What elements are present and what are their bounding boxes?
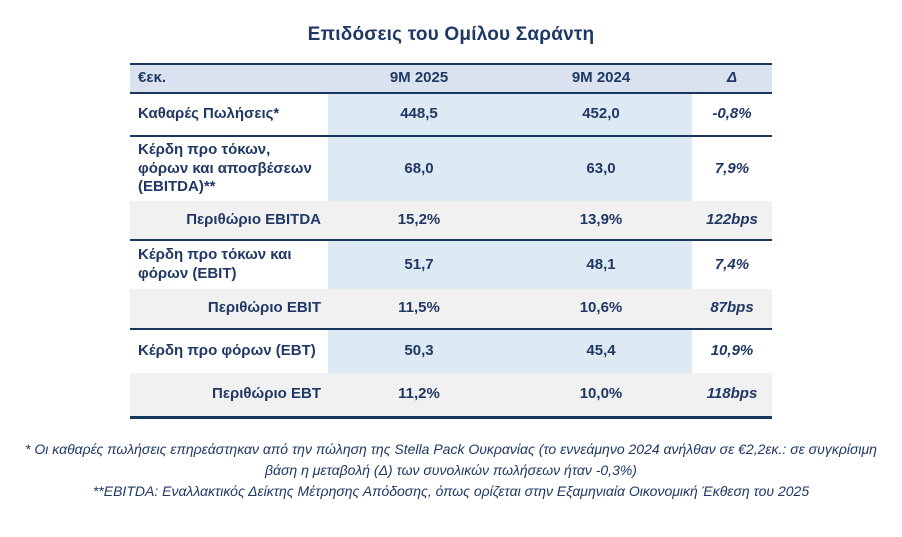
value-9m-2025: 11,2% xyxy=(398,385,440,403)
value-9m-2024: 13,9% xyxy=(579,210,623,228)
header-9m-2024: 9M 2024 xyxy=(571,69,631,86)
value-9m-2024: 63,0 xyxy=(510,136,692,201)
delta-value: 7,9% xyxy=(714,159,750,177)
row-label: Περιθώριο EBT xyxy=(212,385,321,403)
footnotes: * Οι καθαρές πωλήσεις επηρεάστηκαν από τ… xyxy=(20,439,882,502)
table-header-row: €εκ. 9M 2025 9M 2024 Δ xyxy=(130,65,772,94)
header-metric-unit: €εκ. xyxy=(138,69,166,86)
row-label: Κέρδη προ φόρων (EBT) xyxy=(138,342,316,360)
performance-table: €εκ. 9M 2025 9M 2024 Δ Καθαρές Πωλήσεις*… xyxy=(130,63,772,419)
table-row-net-sales: Καθαρές Πωλήσεις* 448,5 452,0 -0,8% xyxy=(130,93,772,137)
header-9m-2025: 9M 2025 xyxy=(389,69,449,86)
value-9m-2024: 452,0 xyxy=(510,93,692,135)
value-9m-2025: 11,5% xyxy=(398,299,440,317)
row-label: Περιθώριο EBIT xyxy=(207,299,321,317)
table-row-ebt: Κέρδη προ φόρων (EBT) 50,3 45,4 10,9% xyxy=(130,330,772,373)
value-9m-2025: 448,5 xyxy=(328,93,510,135)
delta-value: 118bps xyxy=(706,385,758,403)
delta-value: 10,9% xyxy=(710,342,754,360)
delta-value: 87bps xyxy=(710,299,754,317)
value-9m-2024: 10,6% xyxy=(579,299,623,317)
row-label: Κέρδη προ τόκων και φόρων (EBIT) xyxy=(138,246,292,282)
table-row-ebitda: Κέρδη προ τόκων, φόρων και αποσβέσεων (E… xyxy=(130,136,772,201)
footnote-ebitda-definition: **EBITDA: Εναλλακτικός Δείκτης Μέτρησης … xyxy=(92,483,810,499)
table-row-ebitda-margin: Περιθώριο EBITDA 15,2% 13,9% 122bps xyxy=(130,201,772,241)
value-9m-2024: 10,0% xyxy=(579,385,623,403)
value-9m-2024: 45,4 xyxy=(510,330,692,373)
row-label: Περιθώριο EBITDA xyxy=(186,210,321,228)
value-9m-2025: 68,0 xyxy=(328,136,510,201)
table-row-ebt-margin: Περιθώριο EBT 11,2% 10,0% 118bps xyxy=(130,373,772,416)
value-9m-2025: 15,2% xyxy=(397,210,441,228)
value-9m-2025: 51,7 xyxy=(328,241,510,289)
delta-value: 122bps xyxy=(706,210,758,228)
value-9m-2024: 48,1 xyxy=(510,241,692,289)
table-row-ebit: Κέρδη προ τόκων και φόρων (EBIT) 51,7 48… xyxy=(130,241,772,289)
table-row-ebit-margin: Περιθώριο EBIT 11,5% 10,6% 87bps xyxy=(130,289,772,330)
page: Επιδόσεις του Ομίλου Σαράντη €εκ. 9M 202… xyxy=(0,24,902,537)
value-9m-2025: 50,3 xyxy=(328,330,510,373)
row-label: Κέρδη προ τόκων, φόρων και αποσβέσεων (E… xyxy=(138,140,312,196)
page-title: Επιδόσεις του Ομίλου Σαράντη xyxy=(307,24,595,45)
footnote-net-sales: * Οι καθαρές πωλήσεις επηρεάστηκαν από τ… xyxy=(25,441,877,478)
header-delta: Δ xyxy=(726,69,738,86)
row-label: Καθαρές Πωλήσεις* xyxy=(138,104,280,122)
delta-value: -0,8% xyxy=(712,104,752,122)
delta-value: 7,4% xyxy=(714,255,750,273)
